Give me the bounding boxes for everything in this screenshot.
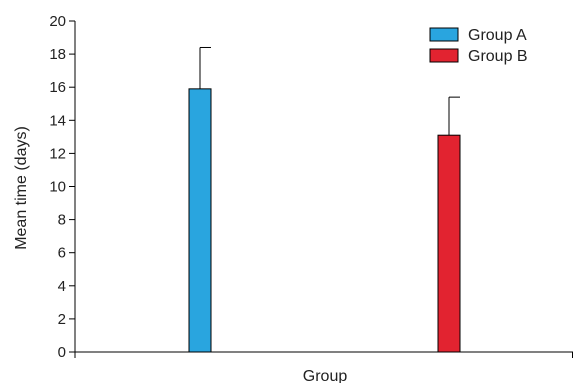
y-tick-label: 14 (49, 112, 66, 129)
bar-group-b (437, 134, 461, 353)
legend: Group A Group B (429, 27, 528, 65)
legend-label: Group A (468, 27, 527, 44)
error-bars (199, 46, 460, 136)
y-tick-label: 4 (58, 278, 66, 295)
y-tick-label: 2 (58, 311, 66, 328)
bars (188, 88, 461, 353)
y-axis-label: Mean time (days) (13, 126, 30, 250)
y-tick-label: 8 (58, 212, 66, 229)
y-tick-label: 6 (58, 245, 66, 262)
y-tick-label: 16 (49, 79, 66, 96)
legend-swatch (429, 27, 459, 42)
bar-group-a (188, 88, 212, 353)
y-tick-label: 12 (49, 145, 66, 162)
y-tick-label: 18 (49, 46, 66, 63)
legend-label: Group B (468, 48, 528, 65)
y-tick-label: 20 (49, 13, 66, 30)
y-axis: 0 2 4 6 8 10 12 14 16 18 20 (49, 13, 76, 361)
y-tick-label: 0 (58, 344, 66, 361)
y-tick-label: 10 (49, 179, 66, 196)
x-axis (74, 351, 573, 358)
legend-swatch (429, 48, 459, 63)
x-axis-label: Group (303, 368, 348, 383)
